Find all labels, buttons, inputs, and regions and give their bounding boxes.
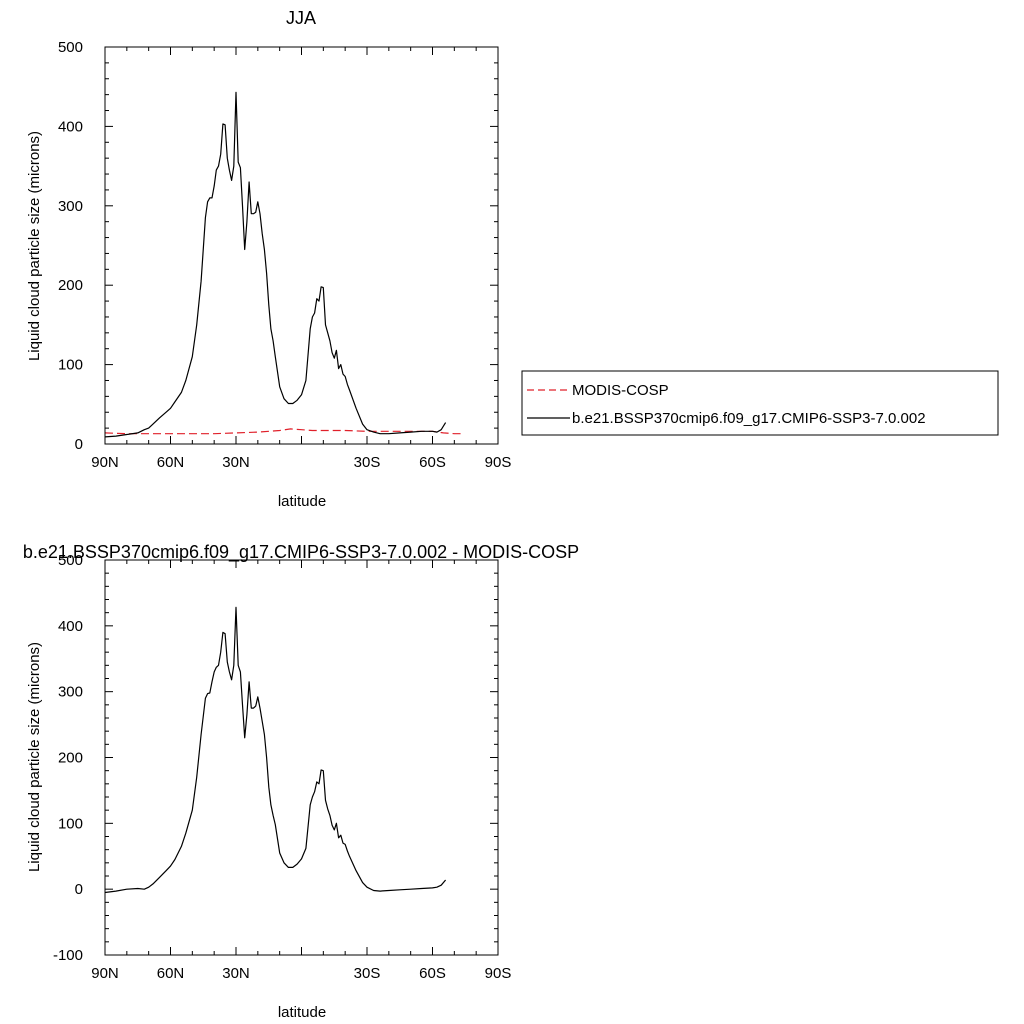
top-plot-xlabel: latitude — [278, 493, 326, 510]
bottom-plot-series — [104, 606, 447, 894]
bottom-plot-ylabel: Liquid cloud particle size (microns) — [26, 642, 43, 872]
bottom-plot: b.e21.BSSP370cmip6.f09_g17.CMIP6-SSP3-7.… — [23, 542, 579, 1021]
top-xtick-label: 30N — [222, 454, 250, 471]
bottom-ytick-label: 200 — [58, 750, 83, 767]
top-ytick-label: 300 — [58, 198, 83, 215]
top-plot-frame — [104, 46, 499, 445]
legend: MODIS-COSP b.e21.BSSP370cmip6.f09_g17.CM… — [521, 370, 999, 436]
top-xtick-label: 60N — [157, 454, 185, 471]
top-ytick-label: 400 — [58, 118, 83, 135]
top-series-line-model — [104, 91, 447, 438]
top-xtick-label: 90S — [485, 454, 512, 471]
bottom-xtick-label: 90N — [91, 965, 119, 982]
bottom-xtick-label: 60N — [157, 965, 185, 982]
bottom-ytick-label: 500 — [58, 552, 83, 569]
bottom-xtick-label: 60S — [419, 965, 446, 982]
bottom-series-line-model — [104, 606, 447, 894]
top-ytick-label: 200 — [58, 277, 83, 294]
legend-label-modis: MODIS-COSP — [572, 382, 669, 399]
legend-label-model: b.e21.BSSP370cmip6.f09_g17.CMIP6-SSP3-7.… — [572, 410, 926, 427]
top-plot-axes: 90N 60N 30N 30S 60S 90S 0 100 200 300 400 500 — [58, 39, 511, 471]
bottom-ytick-label: 400 — [58, 618, 83, 635]
top-plot-ylabel: Liquid cloud particle size (microns) — [26, 131, 43, 361]
bottom-plot-xlabel: latitude — [278, 1004, 326, 1021]
bottom-ytick-label: 100 — [58, 815, 83, 832]
top-ytick-label: 500 — [58, 39, 83, 56]
legend-box — [521, 370, 999, 436]
bottom-plot-frame — [104, 559, 499, 956]
bottom-ytick-label: 300 — [58, 684, 83, 701]
bottom-xtick-label: 90S — [485, 965, 512, 982]
top-plot: JJA Liquid cloud particle size (microns)… — [26, 8, 511, 510]
top-xtick-label: 90N — [91, 454, 119, 471]
top-plot-title: JJA — [286, 8, 316, 28]
top-ytick-label: 0 — [75, 436, 83, 453]
bottom-ytick-label: 0 — [75, 881, 83, 898]
bottom-xtick-label: 30S — [354, 965, 381, 982]
top-ytick-label: 100 — [58, 357, 83, 374]
top-xtick-label: 30S — [354, 454, 381, 471]
top-plot-series — [104, 91, 461, 438]
bottom-ytick-label: -100 — [53, 947, 83, 964]
bottom-plot-title: b.e21.BSSP370cmip6.f09_g17.CMIP6-SSP3-7.… — [23, 542, 579, 563]
bottom-plot-axes: 90N 60N 30N 30S 60S 90S -100 0 100 200 300 400 500 — [53, 552, 511, 982]
bottom-xtick-label: 30N — [222, 965, 250, 982]
top-xtick-label: 60S — [419, 454, 446, 471]
top-series-line-modis — [104, 428, 461, 435]
